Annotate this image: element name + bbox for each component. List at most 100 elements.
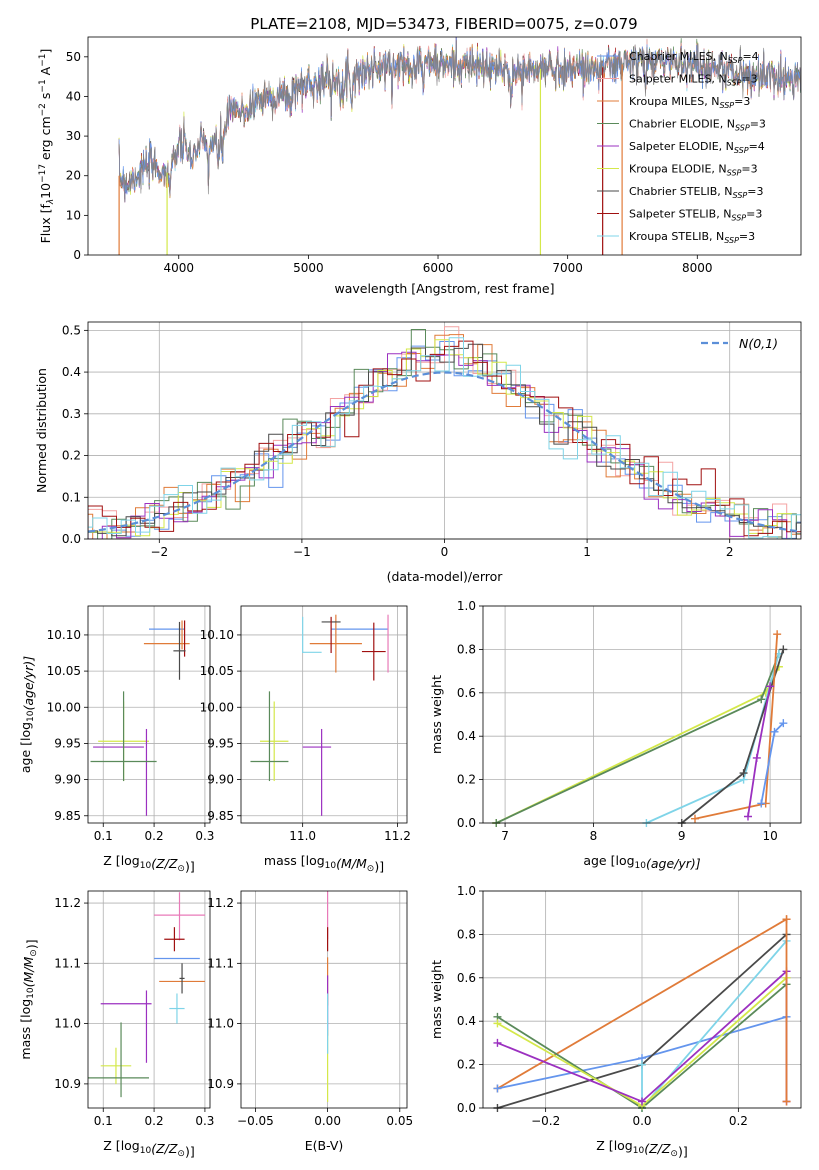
x-axis-label: E(B-V) — [305, 1138, 344, 1153]
tick-label-y: 11.0 — [207, 1017, 234, 1031]
tick-label-y: 0.0 — [62, 532, 81, 546]
tick-label-y: 10.9 — [54, 1077, 81, 1091]
axes-frame — [482, 605, 802, 824]
tick-label-y: 11.2 — [207, 896, 234, 910]
y-axis-label: mass weight — [429, 675, 444, 754]
x-axis-label: Z [log10(Z/Z⊙)] — [596, 1138, 687, 1159]
tick-label-y: 30 — [66, 129, 81, 143]
tick-label-x: −0.05 — [237, 1114, 274, 1128]
tick-label-x: 0.05 — [386, 1114, 413, 1128]
tick-label-y: 50 — [66, 50, 81, 64]
weight-marker — [493, 1084, 502, 1093]
weight-marker — [782, 915, 791, 924]
weight-marker — [638, 1060, 646, 1069]
weight-marker — [691, 814, 699, 823]
tick-label-y: 9.90 — [54, 773, 81, 787]
y-axis-label: mass [log10(M/M⊙)] — [18, 939, 39, 1059]
tick-label-y: 0.2 — [457, 773, 476, 787]
legend-label: Chabrier STELIB, NSSP=3 — [629, 185, 763, 200]
tick-label-y: 10.9 — [207, 1077, 234, 1091]
tick-label-y: 1.0 — [457, 599, 476, 613]
legend-label: Salpeter ELODIE, NSSP=4 — [629, 140, 765, 155]
age_vs_mass-panel: 11.0 11.2 9.85 9.90 9.95 10.00 10.05 10.10 mass … — [200, 605, 411, 874]
weight-marker — [739, 769, 748, 778]
weight-marker — [779, 719, 788, 728]
tick-label-x: 0.1 — [94, 829, 113, 843]
tick-label-x: −0.2 — [531, 1114, 560, 1128]
tick-label-y: 0.4 — [62, 365, 81, 379]
tick-label-y: 0.2 — [457, 1058, 476, 1072]
tick-label-x: 0.00 — [314, 1114, 341, 1128]
tick-label-x: 4000 — [163, 261, 194, 275]
axes-frame — [87, 321, 802, 540]
weight-marker — [773, 630, 782, 639]
axes-frame — [482, 890, 802, 1109]
legend-label: Kroupa ELODIE, NSSP=3 — [629, 163, 758, 178]
tick-label-x: 0.3 — [195, 1114, 214, 1128]
x-axis-label: Z [log10(Z/Z⊙)] — [103, 1138, 194, 1159]
tick-label-y: 9.95 — [54, 736, 81, 750]
tick-label-x: 0.2 — [729, 1114, 748, 1128]
histogram-step — [88, 337, 801, 539]
tick-label-y: 9.85 — [207, 809, 234, 823]
tick-label-x: 5000 — [293, 261, 324, 275]
tick-label-x: 0.1 — [94, 1114, 113, 1128]
tick-label-y: 0.0 — [457, 816, 476, 830]
weight-marker — [752, 753, 761, 762]
weight-marker — [638, 1097, 646, 1106]
age_vs_Z-panel: 0.1 0.2 0.3 9.85 9.90 9.95 10.00 10.05 10.10 Z [l… — [18, 605, 214, 874]
x-axis-label: Z [log10(Z/Z⊙)] — [103, 853, 194, 874]
tick-label-y: 0.3 — [62, 407, 81, 421]
legend-label: Chabrier MILES, NSSP=4 — [629, 50, 759, 65]
histogram-step — [88, 329, 801, 539]
mass_vs_ebv-panel: −0.05 0.00 0.05 10.9 11.0 11.1 11.2 E(B-V) — [207, 890, 413, 1153]
tick-label-x: 8000 — [682, 261, 713, 275]
legend-label: Kroupa STELIB, NSSP=3 — [629, 230, 755, 245]
tick-label-y: 10 — [66, 208, 81, 222]
axes-frame — [87, 605, 211, 824]
tick-label-x: 0.3 — [195, 829, 214, 843]
tick-label-x: 0.0 — [632, 1114, 651, 1128]
normal-curve — [87, 371, 802, 533]
y-axis-label: Normed distribution — [34, 368, 49, 493]
mass_vs_Z-panel: 0.1 0.2 0.3 10.9 11.0 11.1 11.2 Z [log10(Z/Z⊙)]… — [18, 890, 214, 1159]
weight-marker — [770, 727, 779, 736]
tick-label-y: 10.05 — [47, 664, 81, 678]
weight-line — [497, 918, 787, 1090]
residual-panel: −2 −1 0 1 2 0.0 0.1 0.2 0.3 0.4 0.5 (data-model)/er… — [34, 321, 802, 584]
tick-label-y: 10.10 — [200, 628, 234, 642]
tick-label-x: 6000 — [423, 261, 454, 275]
spectrum-data-line — [118, 40, 801, 203]
x-axis-label: age [log10(age/yr)] — [583, 853, 700, 871]
legend-label: Salpeter STELIB, NSSP=3 — [629, 208, 762, 223]
axes-frame — [240, 890, 408, 1109]
weight-line — [495, 666, 780, 824]
histogram-step — [88, 340, 801, 537]
tick-label-y: 9.95 — [207, 736, 234, 750]
tick-label-y: 0.1 — [62, 490, 81, 504]
tick-label-y: 0.6 — [457, 971, 476, 985]
tick-label-x: 0.2 — [145, 1114, 164, 1128]
tick-label-x: 11.2 — [384, 829, 411, 843]
tick-label-x: 8 — [590, 829, 598, 843]
legend-label: Salpeter MILES, NSSP=3 — [629, 73, 758, 88]
tick-label-x: 0.2 — [145, 829, 164, 843]
weight-marker — [779, 645, 788, 654]
tick-label-y: 0.0 — [457, 1101, 476, 1115]
tick-label-y: 10.00 — [47, 700, 81, 714]
tick-label-y: 0.6 — [457, 686, 476, 700]
tick-label-y: 9.90 — [207, 773, 234, 787]
spectrum-panel: 4000 5000 6000 7000 8000 0 10 20 30 40 50 wavelengt… — [38, 36, 802, 296]
tick-label-x: 7 — [501, 829, 509, 843]
tick-label-x: −1 — [293, 545, 311, 559]
tick-label-y: 11.1 — [54, 956, 81, 970]
weight-line — [694, 634, 779, 820]
figure-title: PLATE=2108, MJD=53473, FIBERID=0075, z=0… — [250, 15, 637, 33]
tick-label-y: 11.0 — [54, 1017, 81, 1031]
legend-label: N(0,1) — [739, 336, 778, 351]
tick-label-x: 2 — [726, 545, 734, 559]
tick-label-y: 11.1 — [207, 956, 234, 970]
weight-marker — [782, 1097, 791, 1106]
tick-label-x: −2 — [150, 545, 168, 559]
